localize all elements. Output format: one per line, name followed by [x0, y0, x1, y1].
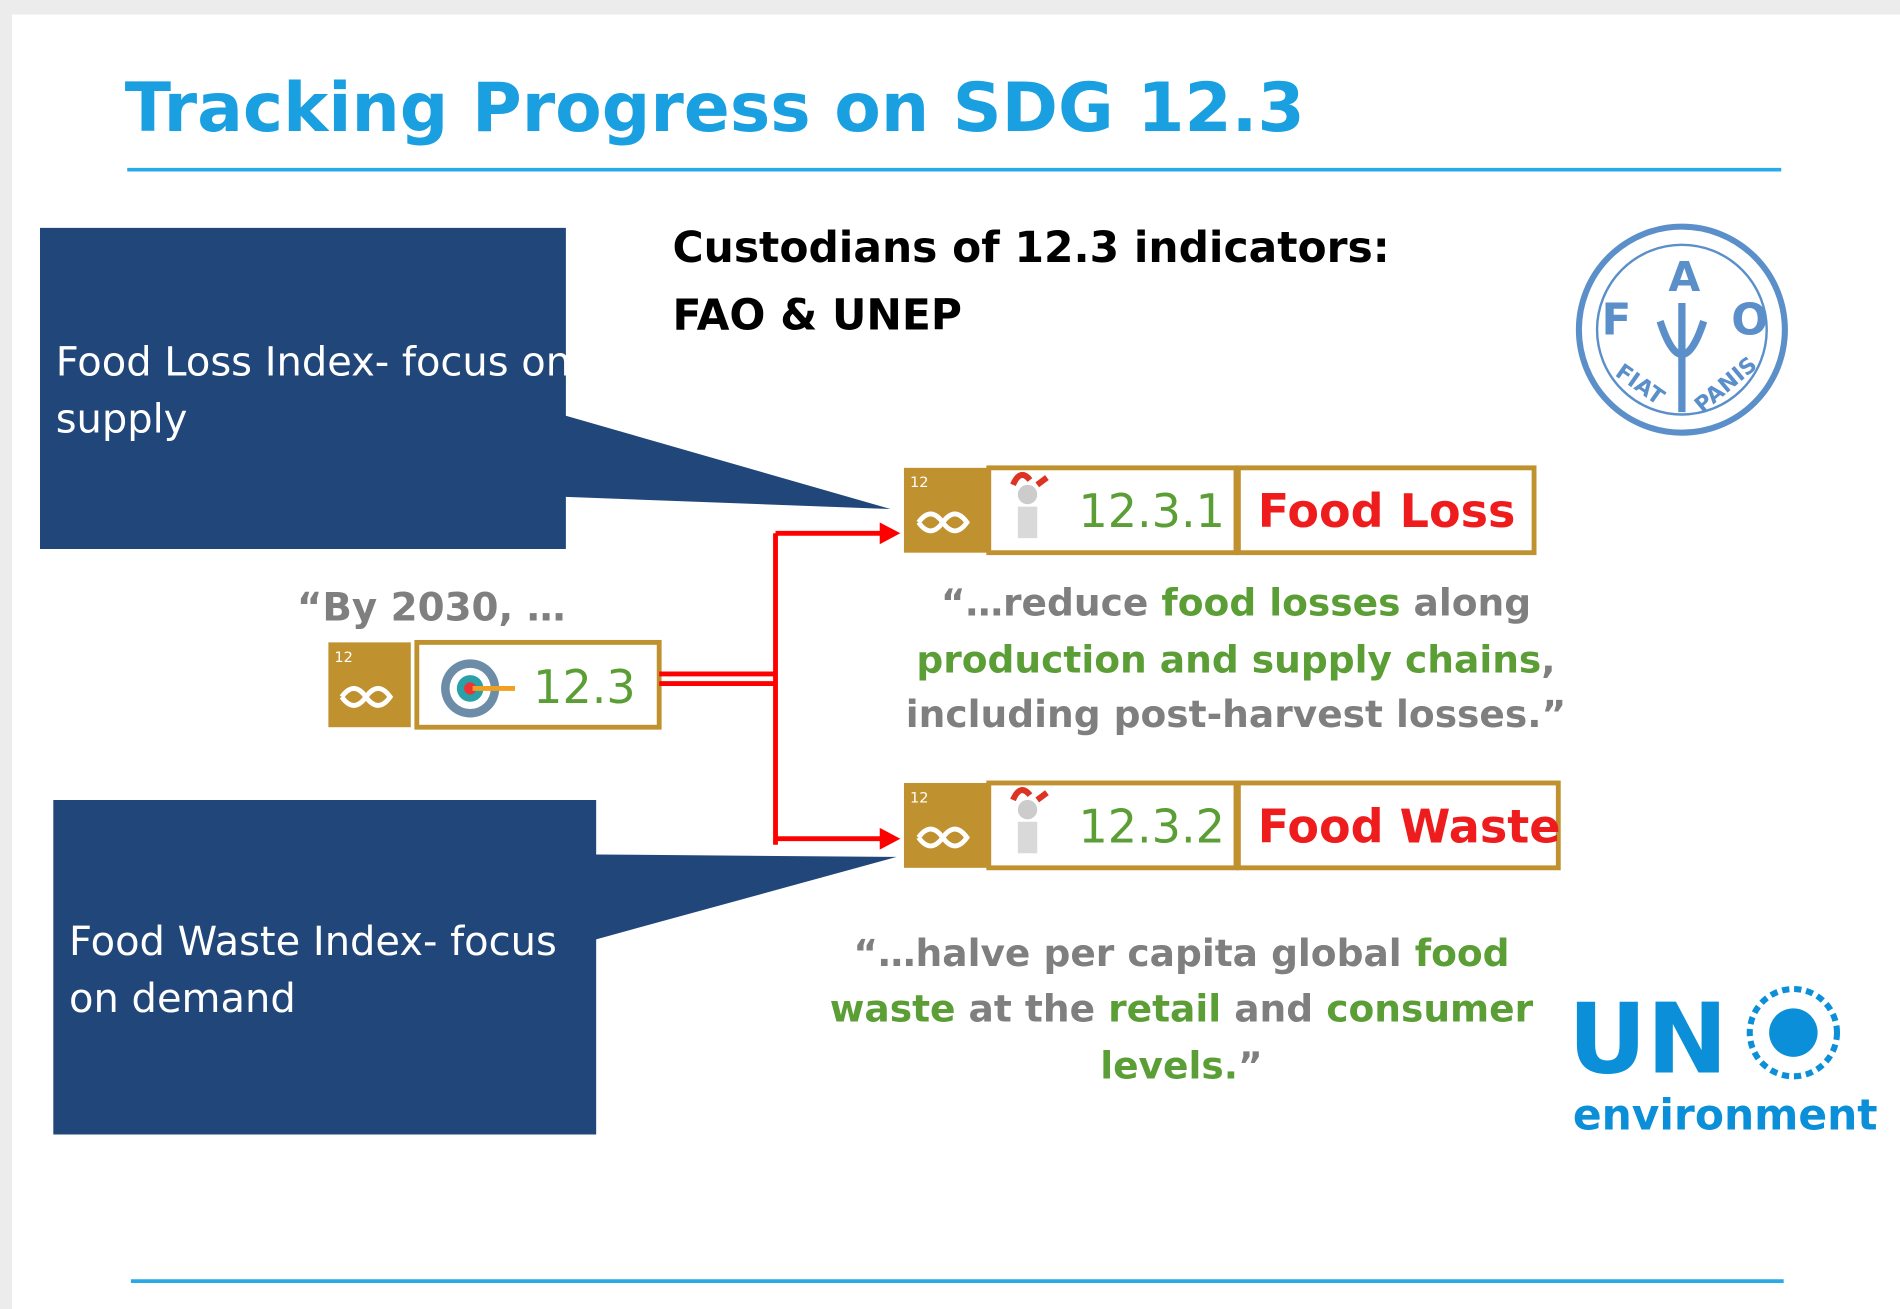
quote-segment: ,	[1541, 638, 1555, 682]
quote-segment: “…halve per capita global	[853, 931, 1414, 975]
callout-text: on demand	[69, 976, 296, 1022]
quote-line: levels.”	[1100, 1044, 1262, 1088]
logo-letter: F	[1602, 296, 1632, 346]
page: Tracking Progress on SDG 12.3 Food Loss …	[0, 0, 1900, 1309]
sdg-number: 12	[910, 790, 928, 806]
callout-text: Food Waste Index- focus	[69, 919, 557, 965]
quote-segment: “…reduce	[941, 581, 1162, 625]
quote-line: including post-harvest losses.”	[906, 692, 1566, 736]
quote-segment: production and supply chains	[916, 638, 1541, 682]
title: Tracking Progress on SDG 12.3	[125, 69, 1305, 148]
sdg-number: 12	[910, 475, 928, 491]
fao-logo: F A O FIAT PANIS	[1579, 227, 1785, 433]
logo-letter: O	[1731, 296, 1768, 346]
person-icon	[1018, 800, 1037, 819]
sdg-number: 12	[334, 650, 352, 666]
person-icon	[1018, 485, 1037, 504]
logo-mark: UN	[1568, 983, 1728, 1096]
logo-letter: A	[1668, 253, 1700, 301]
indicator-code: 12.3.2	[1078, 799, 1224, 853]
quote-segment: levels.	[1100, 1044, 1238, 1088]
quote-segment: retail	[1108, 987, 1221, 1031]
person-icon	[1018, 507, 1037, 539]
indicator-code: 12.3.1	[1078, 484, 1224, 538]
target-code: 12.3	[533, 660, 636, 714]
callout-text: supply	[56, 397, 188, 443]
indicator-name: Food Waste	[1258, 799, 1561, 853]
callout-text: Food Loss Index- focus on	[56, 340, 571, 386]
quote-segment: food	[1415, 931, 1510, 975]
quote-segment: waste	[830, 987, 956, 1031]
quote-segment: consumer	[1326, 987, 1533, 1031]
quote-line: production and supply chains,	[916, 638, 1555, 682]
custodians-text: FAO & UNEP	[673, 292, 962, 341]
logo-word: environment	[1573, 1092, 1878, 1141]
person-icon	[1018, 822, 1037, 854]
target-intro: “By 2030, …	[297, 586, 566, 631]
quote-segment: and	[1221, 987, 1326, 1031]
quote-line: “…reduce food losses along	[941, 581, 1531, 625]
quote-line: waste at the retail and consumer	[830, 987, 1534, 1031]
quote-segment: food losses	[1161, 581, 1400, 625]
slide: Tracking Progress on SDG 12.3 Food Loss …	[0, 0, 1900, 1309]
indicator-name: Food Loss	[1258, 484, 1516, 538]
quote-segment: ”	[1238, 1044, 1263, 1088]
custodians-text: Custodians of 12.3 indicators:	[673, 224, 1390, 273]
quote-segment: along	[1400, 581, 1531, 625]
quote-line: “…halve per capita global food	[853, 931, 1509, 975]
quote-segment: at the	[956, 987, 1109, 1031]
quote-segment: including post-harvest losses.”	[906, 692, 1566, 736]
